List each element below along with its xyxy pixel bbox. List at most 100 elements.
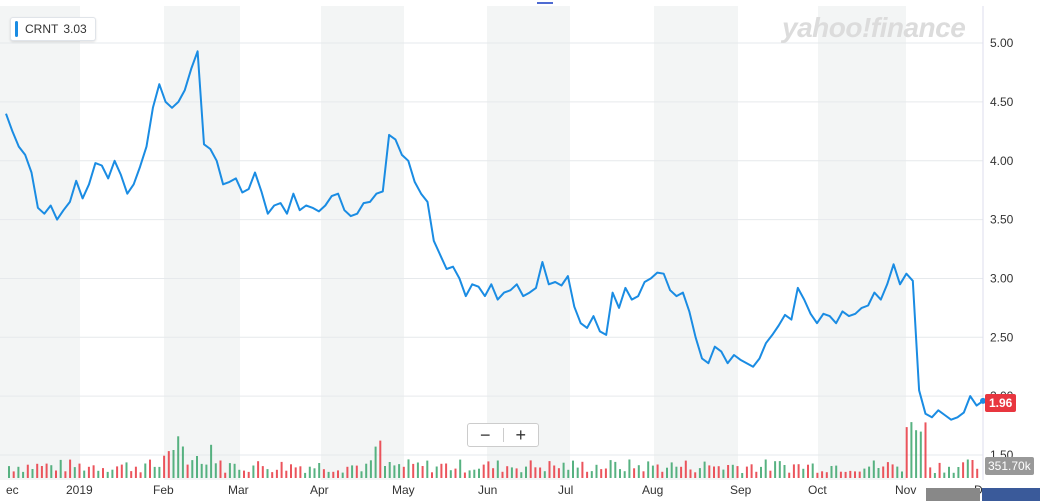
volume-bar — [111, 469, 114, 478]
zoom-out-button[interactable]: − — [479, 425, 491, 445]
volume-bar — [214, 463, 217, 478]
volume-bar — [435, 466, 438, 478]
month-band — [487, 6, 570, 480]
volume-bar — [619, 469, 621, 478]
navigator-thumbnail-right[interactable] — [982, 488, 1040, 501]
volume-bar — [482, 464, 485, 478]
volume-bar — [17, 466, 20, 478]
volume-bar — [595, 464, 598, 478]
volume-bar — [666, 467, 668, 478]
volume-bar — [816, 472, 819, 478]
legend-swatch — [15, 21, 18, 37]
volume-bar — [252, 465, 255, 478]
volume-bar — [473, 469, 476, 478]
zoom-control[interactable]: − + — [467, 423, 539, 447]
volume-badge: 351.70k — [985, 457, 1034, 475]
volume-bar — [731, 464, 734, 478]
volume-bar — [886, 462, 889, 478]
volume-bar — [153, 466, 156, 478]
volume-bar — [78, 463, 81, 478]
volume-bar — [496, 460, 499, 478]
volume-bar — [858, 471, 861, 478]
volume-bar — [210, 444, 213, 478]
x-tick-label: Oct — [808, 483, 827, 497]
volume-bar — [332, 471, 335, 478]
volume-bar — [238, 469, 241, 478]
volume-bar — [247, 471, 250, 478]
volume-bar — [8, 466, 10, 478]
volume-bar — [745, 466, 748, 478]
volume-bar — [431, 472, 433, 478]
volume-bar — [600, 469, 603, 478]
volume-bar — [64, 471, 67, 478]
volume-bar — [69, 459, 72, 478]
volume-bar — [449, 470, 452, 478]
volume-bar — [647, 461, 650, 478]
volume-bar — [313, 468, 316, 478]
volume-bar — [125, 462, 128, 478]
volume-bar — [421, 466, 424, 478]
volume-bar — [134, 466, 137, 478]
x-tick-label: Feb — [153, 483, 174, 497]
volume-bar — [149, 459, 151, 478]
volume-bar — [821, 471, 824, 478]
volume-bar — [830, 466, 833, 478]
volume-bar — [426, 460, 429, 478]
volume-bar — [355, 465, 358, 478]
volume-bar — [586, 471, 589, 478]
x-tick-label: Jul — [558, 483, 573, 497]
volume-bar — [266, 469, 269, 478]
x-tick-label: Sep — [730, 483, 752, 497]
volume-bar — [557, 468, 560, 478]
volume-bar — [957, 467, 960, 478]
volume-bar — [304, 472, 307, 478]
volume-bar — [285, 470, 288, 478]
volume-bar — [116, 466, 119, 478]
volume-bar — [337, 470, 339, 478]
volume-bar — [393, 465, 396, 478]
volume-bar — [933, 473, 936, 478]
volume-bar — [87, 466, 90, 478]
volume-bar — [553, 465, 556, 478]
volume-bar — [713, 466, 715, 478]
volume-bar — [12, 471, 15, 478]
volume-bar — [341, 472, 344, 478]
volume-bar — [769, 470, 772, 478]
volume-bar — [177, 436, 180, 478]
x-tick-label: Jun — [478, 483, 497, 497]
volume-bar — [788, 472, 791, 478]
zoom-in-button[interactable]: + — [515, 425, 526, 445]
volume-bar — [868, 466, 871, 478]
volume-bar — [463, 472, 466, 478]
volume-bar — [572, 460, 574, 478]
volume-bar — [966, 459, 969, 478]
volume-bar — [670, 462, 673, 478]
volume-bar — [628, 459, 631, 478]
volume-bar — [487, 461, 490, 478]
volume-bar — [308, 466, 311, 478]
x-tick-label: Apr — [310, 483, 329, 497]
volume-bar — [219, 460, 222, 478]
month-bands — [0, 6, 906, 480]
volume-bar — [384, 466, 386, 478]
volume-bar — [543, 471, 546, 478]
volume-bar — [468, 470, 471, 478]
navigator-thumbnail[interactable] — [926, 488, 980, 501]
volume-bar — [727, 465, 730, 478]
volume-bar — [280, 461, 283, 478]
volume-bar — [445, 463, 448, 478]
volume-bar — [454, 468, 457, 478]
volume-bar — [139, 472, 142, 478]
volume-bar — [294, 467, 297, 478]
volume-bar — [492, 468, 495, 478]
volume-bar — [637, 465, 640, 478]
volume-bar — [529, 460, 532, 478]
volume-bar — [360, 471, 363, 478]
volume-bar — [402, 466, 405, 478]
volume-bar — [694, 472, 697, 478]
series-legend[interactable]: CRNT 3.03 — [10, 17, 96, 41]
volume-bar — [854, 471, 856, 478]
volume-bar — [510, 467, 513, 478]
volume-bar — [567, 469, 570, 478]
